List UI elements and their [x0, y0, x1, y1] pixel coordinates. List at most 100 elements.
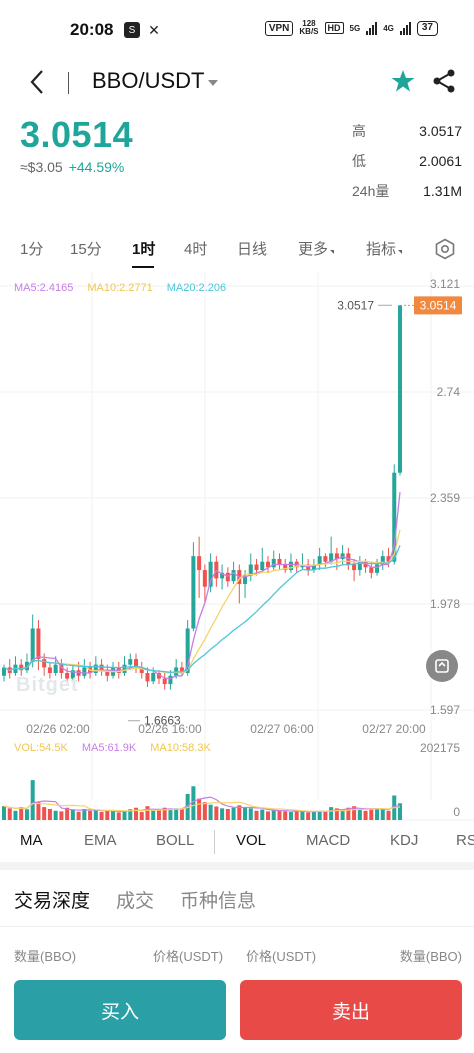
candle-body	[156, 672, 161, 679]
candle-body	[375, 564, 380, 573]
back-arrow-icon[interactable]	[26, 68, 50, 96]
candle-body	[53, 664, 58, 673]
ind-vol[interactable]: VOL	[236, 832, 267, 849]
candle-body	[145, 672, 150, 682]
volume-bar	[162, 807, 167, 820]
vpn-badge: VPN	[264, 20, 294, 36]
tab-1m[interactable]: 1分	[20, 241, 44, 258]
volume-bar	[271, 810, 276, 820]
candle-body	[248, 564, 253, 576]
candle-body	[329, 553, 334, 562]
ma-legend: MA5:2.4165 MA10:2.2771 MA20:2.206	[14, 282, 226, 294]
ind-rsi[interactable]: RS	[456, 832, 474, 849]
volume-bar	[386, 810, 391, 820]
tab-coin-info[interactable]: 币种信息	[180, 891, 257, 912]
ind-kdj[interactable]: KDJ	[390, 832, 419, 849]
volume-bar	[191, 786, 196, 820]
volume-bar	[220, 808, 225, 820]
ind-boll[interactable]: BOLL	[156, 832, 195, 849]
status-time: 20:08	[70, 20, 114, 39]
depth-price-right: 价格(USDT)	[246, 949, 317, 964]
tab-1h[interactable]: 1时	[132, 241, 156, 258]
price-subline: ≈$3.05 +44.59%	[20, 159, 124, 175]
share-icon[interactable]	[432, 68, 456, 94]
ma10-value: MA10:2.2771	[87, 282, 153, 294]
volume-bar	[174, 808, 179, 820]
last-price-tag-text: 3.0514	[420, 298, 457, 312]
tab-trades[interactable]: 成交	[116, 891, 155, 912]
volume-bar	[294, 810, 299, 820]
section-spacer	[0, 862, 474, 870]
volume-bar	[105, 810, 110, 820]
ma5-value: MA5:2.4165	[14, 282, 74, 294]
depth-price-left: 价格(USDT)	[153, 949, 224, 964]
signal-icon-2	[399, 21, 411, 35]
price-stats: 高 3.0517 低 2.0061 24h量 1.31M	[352, 116, 462, 206]
ind-macd[interactable]: MACD	[306, 832, 351, 849]
candle-body	[70, 670, 75, 679]
section-divider	[0, 926, 474, 927]
volume-bar	[76, 811, 81, 820]
active-tab-underline	[132, 266, 154, 268]
tab-4h[interactable]: 4时	[184, 241, 208, 258]
volume-bar	[265, 811, 271, 820]
candle-body	[397, 305, 403, 473]
candle-body	[191, 556, 196, 629]
volume-bar	[168, 809, 173, 820]
ind-ema[interactable]: EMA	[84, 832, 117, 849]
volume-bar	[208, 804, 213, 820]
volume-axis-zero: 0	[453, 805, 460, 819]
pair-selector[interactable]: BBO/USDT	[92, 68, 219, 94]
favorite-star-icon[interactable]	[390, 68, 416, 94]
candle-body	[225, 572, 230, 582]
candle-body	[59, 664, 64, 673]
candle-body	[265, 561, 271, 568]
chart-reset-button[interactable]	[426, 650, 458, 682]
volume-bar	[397, 803, 403, 820]
network-5g-label: 5G	[349, 23, 361, 33]
volume-bar	[116, 812, 121, 820]
volume-bar	[139, 812, 144, 820]
depth-qty-left: 数量(BBO)	[14, 949, 77, 964]
volume-bar	[357, 808, 362, 820]
volume-bar	[70, 809, 75, 820]
volume-bar	[231, 807, 236, 820]
volume-bar	[346, 807, 351, 820]
tab-1d[interactable]: 日线	[237, 241, 268, 258]
volume-bar	[288, 812, 293, 820]
ma20-value: MA20:2.206	[166, 282, 227, 294]
price-axis-label: 1.597	[430, 703, 460, 717]
price-axis-label: 1.978	[430, 597, 460, 611]
candle-body	[386, 556, 391, 562]
depth-qty-right: 数量(BBO)	[399, 949, 462, 964]
buy-button[interactable]: 买入	[14, 980, 226, 1040]
app-x-icon: ✕	[146, 22, 162, 38]
volume-bar	[311, 811, 316, 820]
volume-bar	[111, 811, 116, 820]
settings-hex-icon[interactable]	[434, 238, 456, 260]
volume-bar	[30, 780, 35, 820]
sell-button[interactable]: 卖出	[240, 980, 462, 1040]
volume-bar	[225, 808, 230, 820]
ind-ma[interactable]: MA	[20, 832, 43, 849]
tab-more[interactable]: 更多	[298, 238, 335, 259]
volume-bar	[151, 810, 156, 820]
candle-body	[1, 667, 7, 676]
candlestick-chart[interactable]: 3.121 2.74 2.359 1.978 1.597 3.0517 1.6663 3.05…	[0, 270, 474, 830]
signal-icon	[366, 21, 378, 35]
candle-body	[133, 659, 139, 668]
timeframe-bar: 1分 15分 1时 4时 日线 更多 指标	[0, 232, 474, 270]
tab-15m[interactable]: 15分	[70, 241, 102, 258]
vol-ma10-value: MA10:58.3K	[150, 742, 211, 754]
time-axis-label: 02/26 02:00	[26, 722, 90, 736]
app-notification-icon: S	[124, 22, 140, 38]
last-price-tag	[414, 296, 462, 315]
candle-body	[19, 664, 24, 671]
battery-indicator: 37	[416, 20, 438, 36]
tab-indicators[interactable]: 指标	[366, 238, 403, 259]
candle-body	[334, 553, 339, 559]
volume-bar	[1, 806, 7, 820]
volume-bar	[93, 810, 98, 820]
volume-bar	[323, 811, 328, 820]
tab-depth[interactable]: 交易深度	[14, 891, 91, 912]
